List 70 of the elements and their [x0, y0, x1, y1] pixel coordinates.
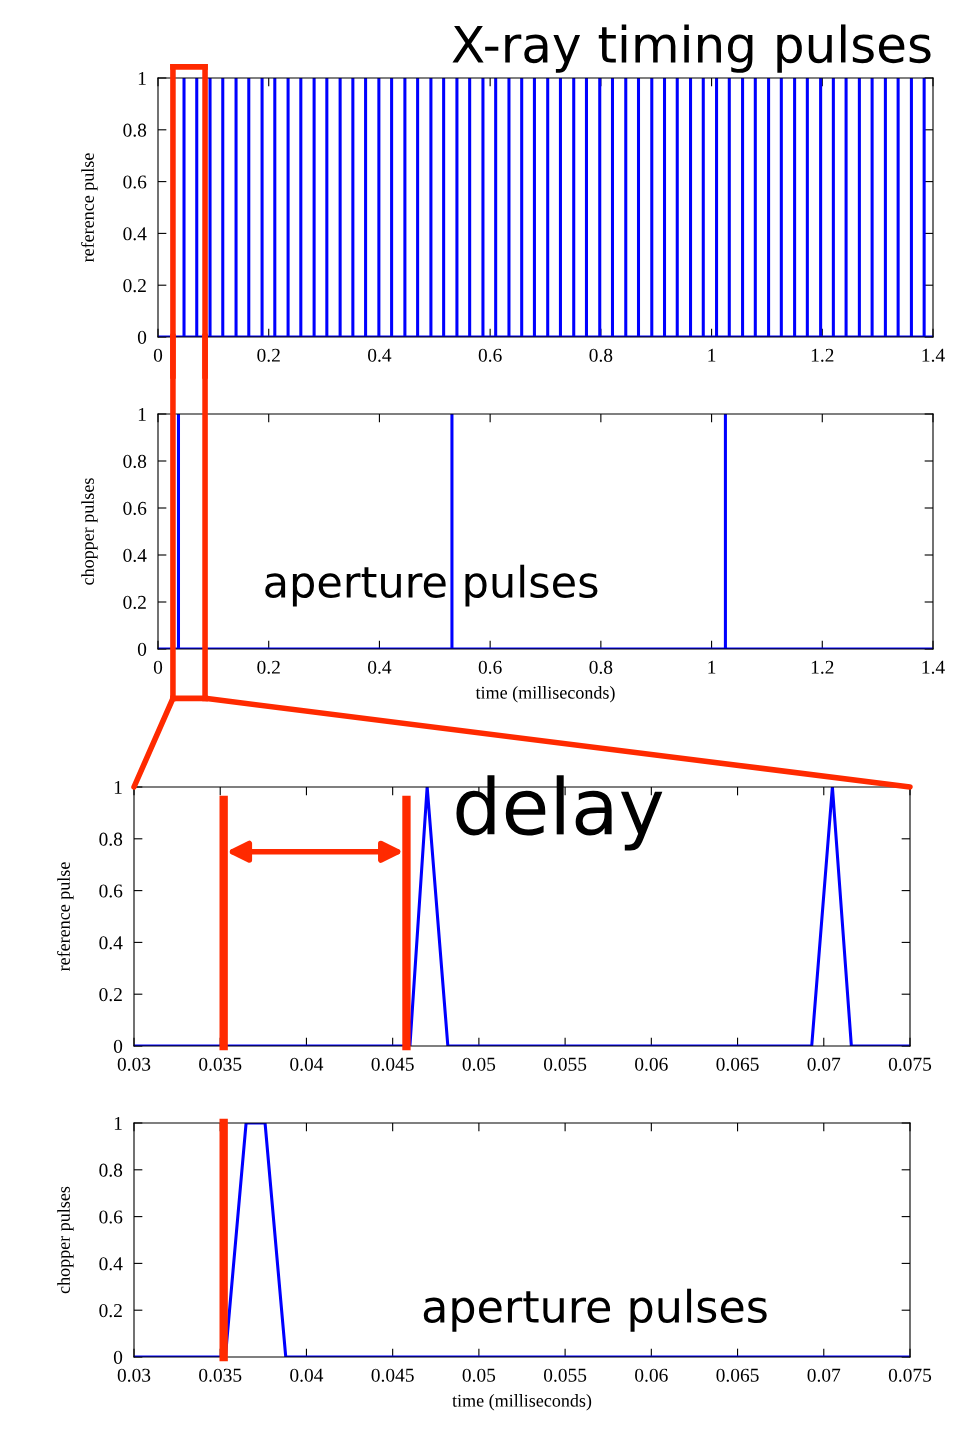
- chart-title: X-ray timing pulses: [452, 24, 931, 73]
- x-tick-label: 0.075: [888, 1057, 932, 1071]
- x-tick-label: 0.4: [368, 348, 392, 362]
- y-tick-label: 0.4: [99, 936, 123, 950]
- x-axis-title: time (milliseconds): [475, 686, 615, 703]
- x-tick-label: 0.6: [478, 660, 502, 674]
- y-axis-title: reference pulse: [57, 862, 74, 972]
- y-tick-label: 0.6: [99, 884, 123, 898]
- x-tick-label: 0.075: [888, 1368, 932, 1382]
- y-tick-label: 0: [113, 1350, 123, 1364]
- y-tick-label: 0.2: [123, 595, 146, 610]
- x-tick-label: 0.8: [589, 660, 613, 674]
- x-tick-label: 0.4: [368, 660, 392, 674]
- x-tick-label: 0.03: [117, 1057, 151, 1071]
- y-axis-title: chopper pulses: [81, 478, 98, 585]
- annotation: aperture pulses: [265, 564, 598, 607]
- annotation: delay: [456, 775, 663, 851]
- x-tick-label: 0.055: [543, 1057, 587, 1071]
- y-tick-label: 0.6: [123, 501, 147, 516]
- x-tick-label: 0.065: [716, 1057, 759, 1071]
- x-tick-label: 1.2: [811, 348, 834, 362]
- x-tick-label: 0.045: [371, 1368, 414, 1382]
- y-tick-label: 0: [137, 642, 147, 656]
- x-tick-label: 0.035: [199, 1368, 242, 1382]
- y-tick-label: 0: [113, 1039, 123, 1053]
- x-tick-label: 0.04: [290, 1368, 324, 1382]
- x-tick-label: 1: [708, 348, 716, 362]
- x-tick-label: 0.2: [257, 348, 280, 362]
- annotation: aperture pulses: [423, 1288, 767, 1332]
- x-tick-label: 0.07: [807, 1057, 841, 1071]
- x-tick-label: 0: [153, 660, 163, 674]
- x-tick-label: 1: [708, 660, 716, 674]
- x-tick-label: 1.4: [922, 348, 945, 362]
- y-tick-label: 0.8: [99, 832, 123, 846]
- y-tick-label: 1: [114, 1116, 122, 1130]
- y-tick-label: 0.4: [123, 227, 147, 241]
- y-tick-label: 0.2: [123, 279, 146, 293]
- y-tick-label: 1: [138, 71, 146, 85]
- x-tick-label: 0.06: [635, 1368, 668, 1382]
- x-axis-title: time (milliseconds): [452, 1394, 592, 1411]
- y-tick-label: 0: [137, 330, 147, 344]
- y-axis-title: chopper pulses: [57, 1186, 74, 1294]
- y-tick-label: 0.6: [99, 1210, 123, 1224]
- x-tick-label: 0.05: [462, 1057, 496, 1071]
- x-tick-label: 0.065: [716, 1368, 759, 1382]
- x-tick-label: 0.07: [807, 1368, 841, 1382]
- x-tick-label: 0.035: [199, 1057, 242, 1071]
- x-tick-label: 1.2: [811, 660, 834, 674]
- x-tick-label: 0.8: [589, 348, 613, 362]
- x-tick-label: 0: [153, 348, 163, 362]
- x-tick-label: 1.4: [922, 660, 945, 674]
- y-tick-label: 0.2: [99, 1304, 122, 1318]
- y-tick-label: 0.6: [123, 175, 147, 189]
- y-tick-label: 0.8: [123, 123, 147, 137]
- x-tick-label: 0.03: [117, 1368, 151, 1382]
- y-tick-label: 1: [114, 780, 122, 794]
- x-tick-label: 0.6: [478, 348, 502, 362]
- x-tick-label: 0.2: [257, 660, 280, 674]
- y-tick-label: 0.2: [99, 988, 122, 1002]
- y-axis-title: reference pulse: [81, 153, 98, 263]
- y-tick-label: 0.8: [123, 454, 147, 469]
- x-tick-label: 0.05: [462, 1368, 496, 1382]
- x-tick-label: 0.04: [290, 1057, 324, 1071]
- y-tick-label: 0.4: [99, 1257, 123, 1271]
- y-tick-label: 0.4: [123, 548, 147, 563]
- x-tick-label: 0.045: [371, 1057, 414, 1071]
- y-tick-label: 0.8: [99, 1163, 123, 1177]
- x-tick-label: 0.06: [635, 1057, 668, 1071]
- x-tick-label: 0.055: [543, 1368, 587, 1382]
- y-tick-label: 1: [138, 407, 146, 421]
